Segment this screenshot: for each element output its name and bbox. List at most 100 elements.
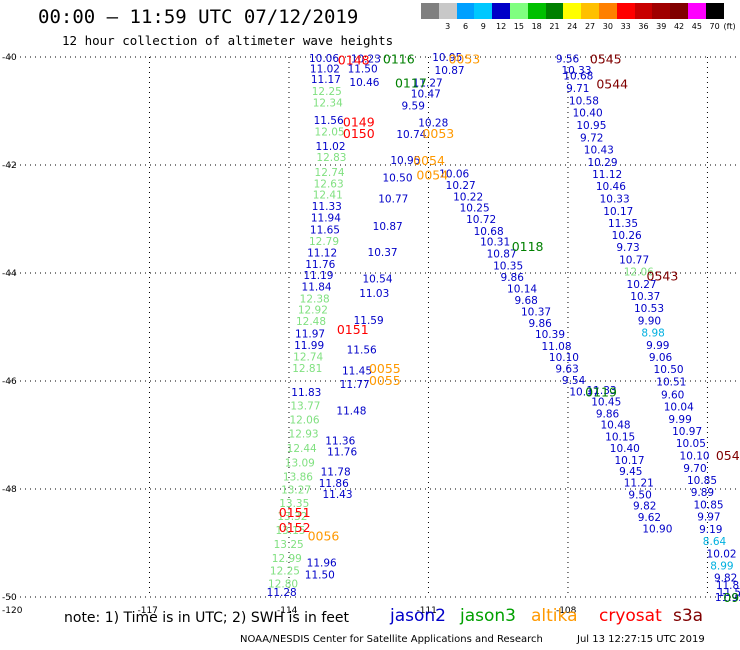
scale-color-box	[492, 3, 510, 19]
wave-height-value: 11.76	[305, 259, 335, 271]
wave-height-value: 10.23	[351, 54, 381, 66]
wave-height-value: 12.74	[293, 352, 323, 364]
wave-height-value: 10.10	[549, 352, 579, 364]
pass-time-label: 0118	[512, 239, 544, 254]
wave-height-value: 10.04	[664, 401, 694, 413]
scale-color-box	[616, 3, 635, 19]
scale-swatch: 36	[634, 3, 653, 31]
wave-height-value: 11.02	[315, 141, 345, 153]
scale-swatch: 70	[705, 3, 724, 31]
wave-height-value: 11.02	[310, 63, 340, 75]
pass-time-label: 0543	[647, 269, 679, 284]
scale-color-box	[456, 3, 475, 19]
wave-height-value: 12.41	[313, 190, 343, 202]
wave-height-value: 10.06	[309, 53, 339, 65]
wave-height-value: 8.64	[703, 536, 727, 548]
scale-swatch: 21	[545, 3, 564, 31]
wave-height-value: 10.85	[694, 500, 724, 512]
scale-label: 15	[513, 22, 524, 31]
scale-color-box	[598, 3, 617, 19]
y-tick-label: -48	[2, 485, 17, 495]
scale-label: 24	[567, 22, 578, 31]
wave-height-value: 10.47	[411, 89, 441, 101]
wave-height-value: 10.87	[373, 221, 403, 233]
wave-height-color-scale: 3 6 9 12 15 18 21 24 27 30 33 36 39 42 45 70 (ft)	[421, 3, 736, 31]
scale-label: 9	[480, 22, 486, 31]
wave-height-value: 8.98	[641, 327, 664, 339]
wave-height-value: 10.40	[573, 108, 603, 120]
scale-swatch: 3	[438, 3, 457, 31]
scale-swatch: 33	[616, 3, 635, 31]
scale-color-box	[652, 3, 671, 19]
wave-height-value: 10.27	[627, 279, 657, 291]
wave-height-value: 11.33	[312, 201, 342, 213]
pass-time-label: 0152	[279, 520, 311, 535]
pass-time-label: 0542	[716, 448, 740, 463]
wave-height-value: 10.87	[487, 249, 517, 261]
wave-height-value: 12.25	[312, 86, 342, 98]
scale-color-box	[705, 3, 724, 19]
wave-height-value: 11.12	[307, 247, 337, 259]
scale-swatch: 12	[492, 3, 510, 31]
scale-swatch: 42	[670, 3, 688, 31]
scale-label: 42	[673, 22, 685, 31]
pass-time-label: 0150	[343, 126, 375, 141]
wave-height-value: 11.36	[325, 435, 355, 447]
wave-height-value: 13.15	[275, 525, 305, 537]
wave-height-value: 9.56	[556, 54, 580, 66]
wave-height-value: 11.50	[305, 569, 335, 581]
scale-color-box	[527, 3, 546, 19]
scale-label: 39	[656, 22, 667, 31]
wave-height-value: 12.25	[270, 566, 300, 578]
generated-timestamp: Jul 13 12:27:15 UTC 2019	[577, 634, 705, 645]
wave-height-value: 10.17	[614, 455, 644, 467]
y-tick-label: -42	[2, 161, 17, 171]
wave-height-value: 10.22	[453, 191, 483, 203]
wave-height-value: 11.65	[310, 224, 340, 236]
wave-height-value: 10.33	[561, 65, 591, 77]
wave-height-value: 10.05	[676, 438, 706, 450]
wave-height-value: 9.86	[596, 408, 620, 420]
wave-height-value: 10.43	[584, 144, 614, 156]
wave-height-value: 12.93	[289, 428, 319, 440]
pass-time-label: 0116	[383, 52, 415, 67]
wave-height-value: 9.73	[616, 242, 639, 254]
wave-height-value: 10.68	[563, 70, 593, 82]
wave-height-value: 11.35	[608, 218, 638, 230]
wave-height-value: 10.29	[587, 157, 617, 169]
y-tick-label: -46	[2, 377, 17, 387]
wave-height-value: 10.37	[569, 386, 599, 398]
scale-color-box	[670, 3, 688, 19]
scale-swatch: 9	[474, 3, 493, 31]
wave-height-value: 11.12	[592, 169, 622, 181]
wave-height-value: 11.33	[587, 385, 617, 397]
scale-color-box	[634, 3, 653, 19]
wave-height-value: 11.59	[354, 315, 384, 327]
wave-height-value: 12.38	[300, 293, 330, 305]
wave-height-value: 11.08	[541, 341, 571, 353]
wave-height-value: 10.14	[507, 284, 537, 296]
wave-height-value: 12.06	[624, 266, 654, 278]
x-tick-label: -114	[277, 606, 298, 616]
wave-height-value: 9.19	[699, 524, 722, 536]
wave-height-value: 11.99	[294, 340, 324, 352]
wave-height-value: 11.78	[321, 467, 351, 479]
wave-height-value: 12.80	[268, 579, 298, 591]
wave-height-value: 11.83	[291, 387, 321, 399]
wave-height-value: 12.06	[289, 414, 319, 426]
wave-height-value: 10.37	[521, 306, 551, 318]
scale-swatch: 24	[563, 3, 582, 31]
wave-height-value: 13.86	[283, 472, 313, 484]
wave-height-value: 9.06	[649, 352, 673, 364]
wave-height-value: 10.40	[610, 443, 640, 455]
legend-cryosat: cryosat	[599, 606, 662, 626]
wave-height-value: 10.72	[466, 214, 496, 226]
wave-height-value: 9.50	[628, 489, 651, 501]
scale-label: 18	[531, 22, 542, 31]
wave-height-value: 10.85	[687, 475, 717, 487]
scale-label: 33	[620, 22, 631, 31]
wave-height-value: 11.95	[715, 592, 740, 604]
scale-color-box	[474, 3, 493, 19]
wave-height-value: 10.06	[439, 169, 469, 181]
